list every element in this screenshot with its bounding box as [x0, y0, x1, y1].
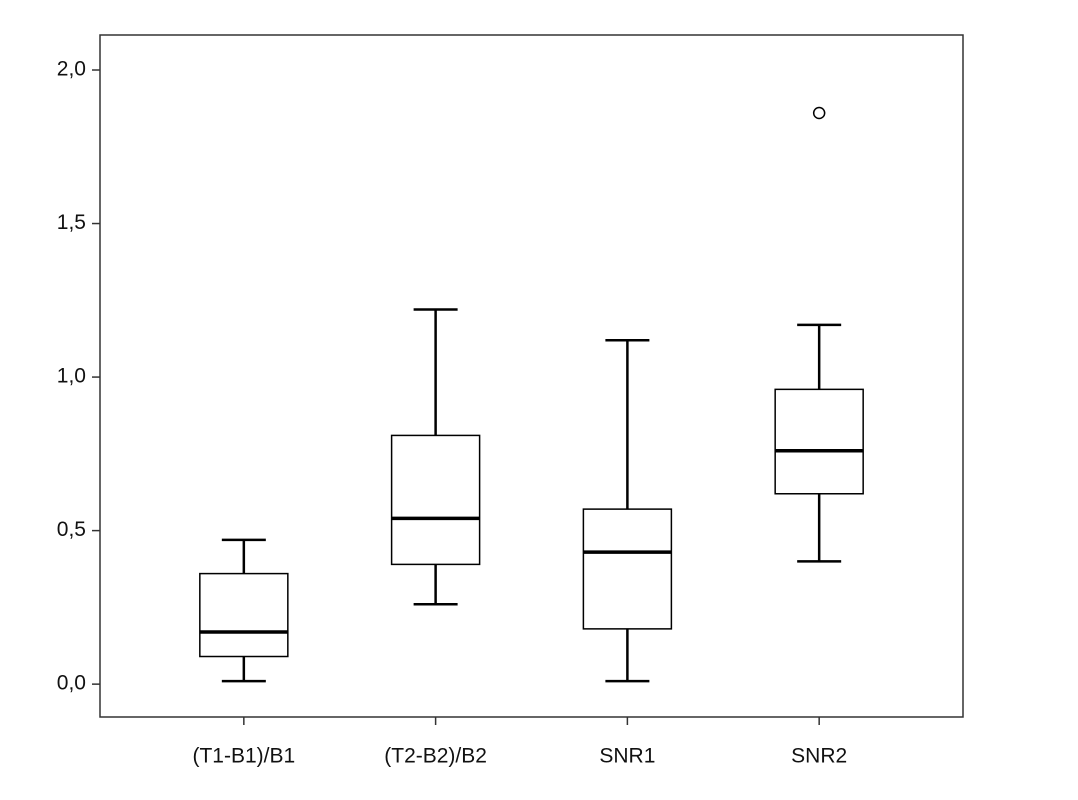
box: [390, 434, 481, 566]
x-tick-label: SNR1: [599, 745, 655, 768]
box: [774, 388, 864, 495]
x-tick-label: (T2-B2)/B2: [384, 745, 487, 768]
y-tick-label: 2,0: [57, 58, 86, 81]
y-tick-label: 0,0: [57, 672, 86, 695]
y-tick-label: 1,5: [57, 211, 86, 234]
y-tick-label: 1,0: [57, 365, 86, 388]
box: [199, 572, 289, 658]
plot-frame: [99, 34, 964, 718]
x-tick-label: SNR2: [791, 745, 847, 768]
y-tick-label: 0,5: [57, 518, 86, 541]
x-tick-label: (T1-B1)/B1: [192, 745, 295, 768]
outlier: [812, 106, 826, 120]
box: [582, 508, 673, 630]
